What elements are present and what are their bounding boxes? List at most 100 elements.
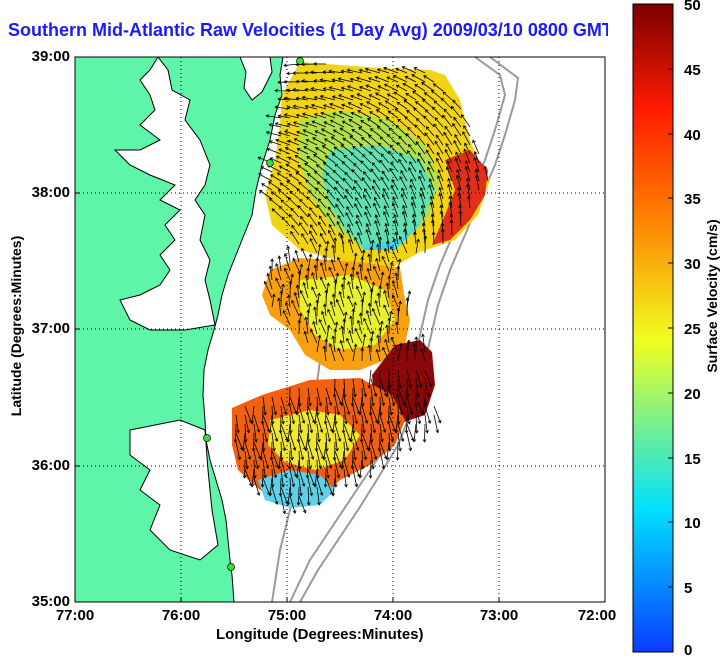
colorbar-tick-label: 35 [684,191,701,208]
velocity-arrow [452,99,462,110]
velocity-arrow-head [254,438,258,443]
velocity-arrow [328,224,336,236]
velocity-arrow-head [295,412,300,416]
velocity-arrow [334,163,345,173]
velocity-arrow [366,310,372,326]
velocity-arrow [397,118,408,128]
velocity-arrow [284,130,300,137]
velocity-arrow [266,148,282,155]
velocity-arrow [334,405,337,425]
velocity-arrow-head [329,102,333,107]
velocity-arrow [323,71,336,74]
velocity-arrow [387,110,399,119]
velocity-arrow [363,318,372,335]
velocity-arrow [235,423,237,443]
velocity-arrow-head [365,84,370,88]
velocity-arrow [414,232,417,245]
velocity-arrow [329,70,345,74]
velocity-arrow-head [348,329,352,334]
velocity-arrow-head [300,215,304,220]
velocity-arrow-head [392,237,397,242]
velocity-arrow-head [371,281,376,286]
velocity-arrow [343,432,349,451]
velocity-arrow-head [383,83,388,88]
velocity-arrow-head [385,117,390,121]
velocity-arrow-head [387,448,392,452]
velocity-arrow [456,169,462,182]
velocity-arrow-head [422,98,426,103]
velocity-arrow-head [437,419,442,424]
velocity-arrow-head [343,154,347,159]
velocity-arrow [281,216,291,227]
velocity-arrow-head [233,439,238,443]
velocity-arrow [436,158,444,173]
velocity-arrow-head [355,76,360,81]
velocity-arrow-head [395,457,400,461]
velocity-arrow [287,140,300,146]
velocity-arrow-head [385,240,390,244]
velocity-arrow [328,267,336,281]
velocity-arrow-head [347,102,352,106]
velocity-arrow [307,173,318,182]
velocity-arrow [351,169,363,182]
velocity-arrow-head [348,238,352,243]
velocity-arrow-head [421,333,425,338]
velocity-arrow [258,173,273,182]
velocity-arrow [358,126,372,137]
velocity-arrow-head [311,271,315,276]
velocity-arrow-head [411,219,416,224]
velocity-arrow [397,423,404,442]
velocity-arrow [303,282,309,299]
velocity-arrow-head [415,117,420,122]
velocity-arrow-head [321,128,325,132]
bathymetry-contour [299,57,520,602]
velocity-arrow-head [277,297,281,302]
velocity-arrow-head [279,290,284,294]
velocity-arrow-head [391,279,396,284]
velocity-arrow [406,369,412,388]
velocity-arrow [352,414,355,434]
velocity-arrow [370,423,373,443]
velocity-arrow-head [323,484,328,488]
velocity-arrow-head [318,215,323,220]
velocity-arrow-head [360,347,365,351]
y-tick-label: 39:00 [31,48,70,65]
velocity-arrow-head [313,79,317,83]
velocity-arrow-head [411,74,415,78]
velocity-arrow-head [332,169,337,174]
velocity-arrow-head [472,139,476,144]
velocity-arrow-head [337,214,341,219]
velocity-arrow [456,175,462,191]
velocity-arrow [411,202,417,218]
velocity-arrow [336,198,345,209]
velocity-arrow [334,396,340,415]
velocity-arrow-head [371,162,376,166]
velocity-arrow [260,441,264,460]
velocity-arrow [343,378,346,398]
velocity-arrow [296,131,309,137]
velocity-arrow [328,230,336,245]
velocity-arrow-head [347,295,351,300]
velocity-arrow [280,477,282,497]
velocity-arrow-head [420,204,425,209]
velocity-arrow [397,441,399,461]
velocity-arrow [367,268,372,281]
velocity-arrow [332,96,345,101]
velocity-arrow-head [329,300,334,305]
velocity-arrow [442,115,453,128]
velocity-arrow-head [317,334,322,339]
velocity-arrow [314,113,327,119]
velocity-arrow [395,232,399,245]
velocity-arrow-head [260,484,265,488]
velocity-arrow-head [369,151,373,156]
velocity-arrow-head [345,211,349,216]
velocity-arrow [291,225,300,236]
velocity-arrow-head [332,457,337,461]
velocity-arrow-head [286,122,291,127]
velocity-arrow-head [301,95,306,100]
velocity-arrow [335,204,345,218]
velocity-arrow-head [334,163,339,168]
velocity-arrow [370,128,381,137]
velocity-arrow-head [298,312,303,317]
velocity-arrow [244,450,248,469]
